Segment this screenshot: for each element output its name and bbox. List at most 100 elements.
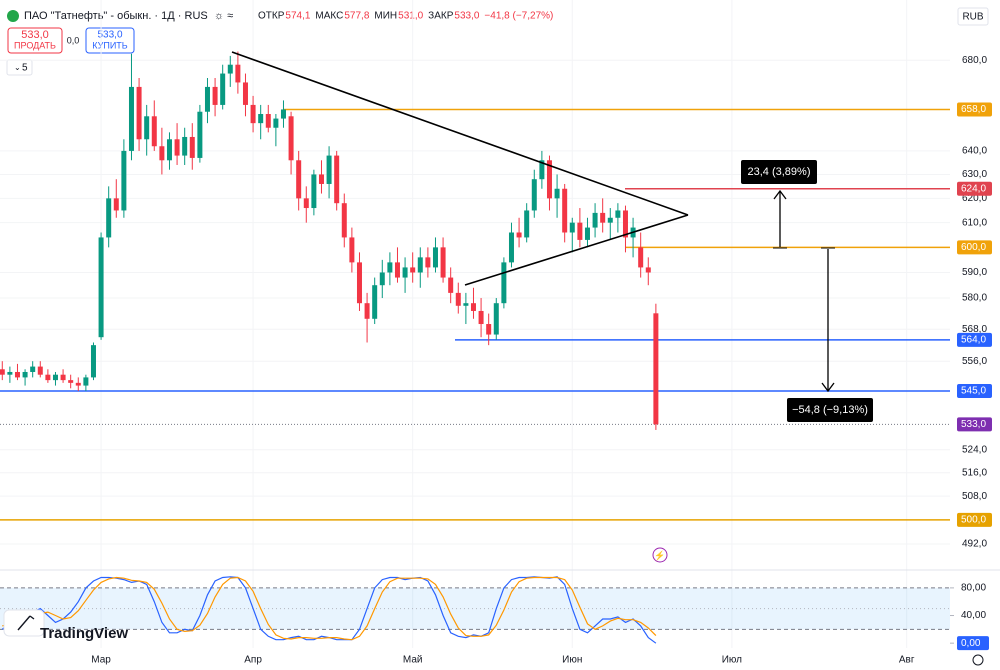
x-tick-label: Май xyxy=(403,655,423,666)
candle-body xyxy=(653,313,659,425)
chevron: ⌄ xyxy=(14,63,21,72)
candle-body xyxy=(37,366,43,375)
ohlc-value: 533,0 xyxy=(454,11,479,22)
currency: RUB xyxy=(962,12,983,23)
ohlc-value: 577,8 xyxy=(344,11,369,22)
stoch-tick-label: 80,00 xyxy=(961,583,986,594)
candle-body xyxy=(440,247,446,278)
candle-body xyxy=(402,267,408,278)
candle-body xyxy=(638,247,644,268)
buy-price: 533,0 xyxy=(97,30,122,41)
ohlc-value: 574,1 xyxy=(285,11,310,22)
x-tick-label: Июн xyxy=(562,655,582,666)
candle-body xyxy=(584,227,590,240)
candle-body xyxy=(387,262,393,273)
y-tick-label: 680,0 xyxy=(962,55,987,66)
price-label-box xyxy=(957,181,992,196)
candle-body xyxy=(68,380,74,383)
candle-body xyxy=(90,345,96,378)
candle-body xyxy=(364,303,370,319)
candle-body xyxy=(182,136,188,156)
candle-body xyxy=(98,237,104,338)
price-label: 533,0 xyxy=(961,419,986,430)
measure-box xyxy=(787,398,873,422)
candle-body xyxy=(546,160,552,199)
candle-body xyxy=(341,203,347,238)
sell-label: ПРОДАТЬ xyxy=(14,40,56,50)
candle-body xyxy=(425,257,431,268)
settings-icon[interactable] xyxy=(972,654,984,666)
currency-button[interactable] xyxy=(957,7,989,26)
y-tick-label: 524,0 xyxy=(962,444,987,455)
candle-body xyxy=(303,198,309,209)
candle-body xyxy=(235,64,241,83)
candle-body xyxy=(45,374,51,381)
candle-body xyxy=(128,86,134,151)
sell-price: 533,0 xyxy=(21,29,49,41)
indicators-count: 5 xyxy=(22,63,28,74)
symbol-title[interactable]: ПАО "Татнефть" - обыкн. · 1Д · RUS xyxy=(24,10,208,22)
candle-body xyxy=(242,82,248,105)
candle-body xyxy=(478,310,484,325)
y-tick-label: 620,0 xyxy=(962,193,987,204)
candle-body xyxy=(75,382,81,386)
candle-body xyxy=(151,116,157,147)
candle-body xyxy=(486,324,492,335)
candle-body xyxy=(622,210,628,238)
candle-body xyxy=(22,371,28,378)
candle-body xyxy=(113,198,119,211)
price-label: 624,0 xyxy=(961,183,986,194)
candle-body xyxy=(516,232,522,238)
candle-body xyxy=(273,118,279,128)
arrow-head xyxy=(773,189,787,200)
candle-body xyxy=(592,212,598,228)
stoch-band xyxy=(0,587,950,630)
price-label-box xyxy=(957,102,992,117)
x-tick-label: Июл xyxy=(722,655,742,666)
candle-body xyxy=(607,217,613,223)
candle-body xyxy=(227,64,233,74)
sell-button[interactable] xyxy=(7,27,63,54)
candle-body xyxy=(265,114,271,128)
measure-label: −54,8 (−9,13%) xyxy=(792,404,868,416)
candle-body xyxy=(349,237,355,263)
logo: TradingView xyxy=(40,625,128,642)
y-tick-label: 610,0 xyxy=(962,217,987,228)
buy-button[interactable] xyxy=(85,27,135,54)
candle-body xyxy=(326,155,332,184)
spread: 0,0 xyxy=(67,35,80,45)
y-tick-label: 508,0 xyxy=(962,491,987,502)
y-tick-label: 492,0 xyxy=(962,539,987,550)
candle-body xyxy=(7,371,13,375)
candle-body xyxy=(250,104,256,124)
candle-body xyxy=(577,222,583,240)
price-label: 600,0 xyxy=(961,242,986,253)
candle-body xyxy=(121,150,127,211)
candle-body xyxy=(144,116,150,140)
buy-label: КУПИТЬ xyxy=(92,40,127,50)
measure-label: 23,4 (3,89%) xyxy=(748,166,811,178)
candle-body xyxy=(288,116,294,161)
price-label-box xyxy=(957,240,992,255)
candle-body xyxy=(432,247,438,268)
ohlc-name: МИН xyxy=(374,11,397,22)
event-icon[interactable] xyxy=(652,547,668,563)
y-tick-label: 580,0 xyxy=(962,293,987,304)
candle-body xyxy=(508,232,514,263)
candle-body xyxy=(197,111,203,158)
measure-box xyxy=(741,160,817,184)
ohlc-value: 531,0 xyxy=(398,11,423,22)
ohlc-name: ОТКР xyxy=(258,11,285,22)
candle-body xyxy=(600,212,606,223)
ohlc-name: МАКС xyxy=(315,11,343,22)
ohlc-row: ОТКР 574,1 МАКС 577,8 МИН 531,0 ЗАКР 533,0 −41,8… xyxy=(258,11,553,22)
y-tick-label: 630,0 xyxy=(962,169,987,180)
candle-body xyxy=(410,267,416,273)
candle-body xyxy=(159,146,165,161)
candle-body xyxy=(318,174,324,184)
candle-body xyxy=(569,222,575,233)
arrow-head xyxy=(821,382,835,393)
candle-body xyxy=(83,377,89,386)
candle-body xyxy=(14,371,20,378)
price-label: 545,0 xyxy=(961,386,986,397)
